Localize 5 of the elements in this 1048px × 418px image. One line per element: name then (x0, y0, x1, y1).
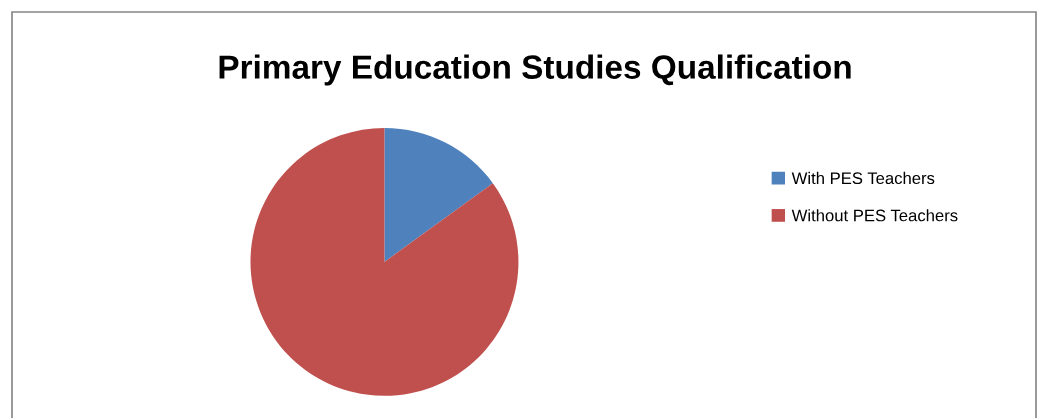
pie-slice (384, 127, 493, 262)
legend-label: With PES Teachers (791, 171, 935, 185)
legend-label: Without PES Teachers (791, 209, 958, 222)
pie-slice (250, 127, 519, 396)
chart-title: Primary Education Studies Qualification (219, 54, 851, 86)
